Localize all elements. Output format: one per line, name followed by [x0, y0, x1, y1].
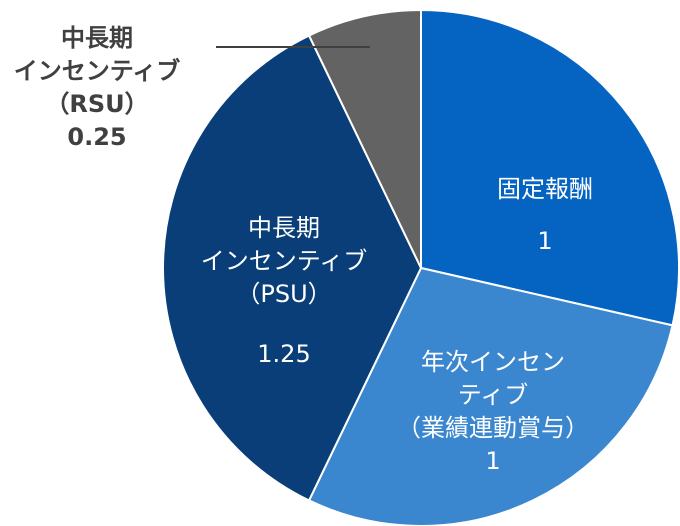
pie-slice-psu: [162, 34, 423, 502]
slice-label-line: インセンティブ: [201, 247, 368, 275]
slice-value-label: 0.25: [67, 123, 126, 151]
slice-value-label: 1: [485, 447, 500, 475]
slice-label-line: （業績連動賞与）: [397, 414, 589, 442]
slice-value-label: 1.25: [257, 340, 310, 368]
slice-label-line: インセンティブ: [14, 57, 181, 85]
pie-slice-annual-incentive: [307, 266, 674, 526]
pie-slices: [162, 8, 680, 526]
slice-label-line: （RSU）: [45, 90, 148, 118]
pie-slice-fixed-pay: [420, 8, 680, 327]
slice-label-line: （PSU）: [236, 280, 331, 308]
slice-label-line: ティブ: [458, 381, 529, 409]
slice-label-line: 中長期: [61, 24, 133, 52]
pie-labels: 固定報酬1年次インセンティブ（業績連動賞与）1中長期インセンティブ（PSU）1.…: [14, 24, 593, 475]
slice-label-fixed-pay: 固定報酬 1: [497, 175, 593, 255]
slice-value-label: 1: [537, 227, 552, 255]
slice-label-line: 年次インセン: [421, 348, 565, 376]
pie-slice-rsu: [307, 8, 422, 269]
slice-label-line: 中長期: [248, 214, 320, 242]
slice-label-line: 固定報酬: [497, 175, 593, 203]
